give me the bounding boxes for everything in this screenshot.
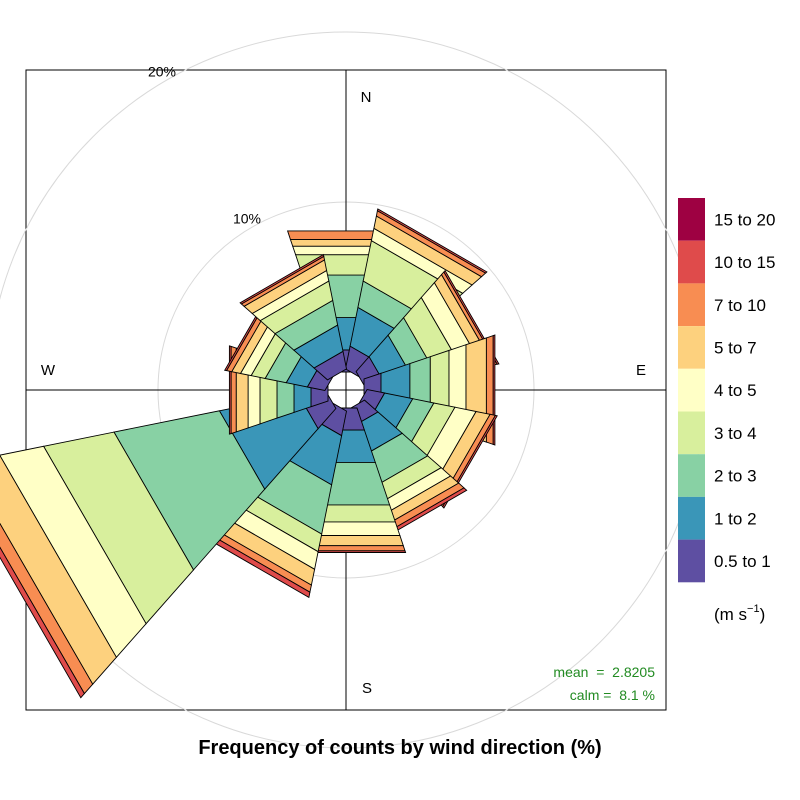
legend-swatch-4 <box>678 368 705 412</box>
legend-swatch-6 <box>678 283 705 327</box>
legend-label-4: 4 to 5 <box>714 381 757 400</box>
legend-label-3: 3 to 4 <box>714 424 757 443</box>
petal-segment-240-7 <box>0 546 85 699</box>
petal-segment-240-4 <box>0 445 147 659</box>
petal-segment-30-7 <box>376 208 488 274</box>
compass-label-s: S <box>362 680 372 697</box>
legend-swatch-0 <box>678 539 705 583</box>
petals <box>0 208 500 699</box>
compass-label-bg-n <box>356 87 376 105</box>
petal-segment-330-7 <box>239 253 325 305</box>
legend-swatch-3 <box>678 411 705 455</box>
ring-label-1: 20% <box>148 63 176 79</box>
compass-label-bg-s <box>356 678 376 696</box>
petal-240deg <box>0 388 337 699</box>
mean-stat: mean = 2.8205 <box>553 664 655 680</box>
petal-330deg <box>239 253 348 381</box>
ring-label-0: 10% <box>233 211 261 227</box>
legend-unit: (m s−1) <box>714 603 765 624</box>
compass-label-bg-w <box>36 360 60 378</box>
compass-label-n: N <box>361 89 372 106</box>
compass-label-bg-e <box>630 360 650 378</box>
legend-swatch-2 <box>678 454 705 497</box>
petal-segment-90-7 <box>492 334 496 446</box>
calm-stat: calm = 8.1 % <box>570 687 655 703</box>
legend-label-8: 15 to 20 <box>714 210 775 229</box>
legend-label-7: 10 to 15 <box>714 253 775 272</box>
legend-swatch-5 <box>678 326 705 369</box>
ring-labels: 10% 20% <box>148 63 261 226</box>
legend-label-0: 0.5 to 1 <box>714 552 771 571</box>
compass-label-w: W <box>41 362 56 379</box>
compass-axes <box>26 70 666 710</box>
legend-label-5: 5 to 7 <box>714 338 757 357</box>
compass-label-e: E <box>636 362 646 379</box>
petal-segment-240-6 <box>0 522 94 695</box>
legend-swatch-1 <box>678 496 705 540</box>
legend-label-6: 7 to 10 <box>714 296 766 315</box>
legend-label-2: 2 to 3 <box>714 467 757 486</box>
legend-label-1: 1 to 2 <box>714 509 757 528</box>
legend-swatch-7 <box>678 240 705 284</box>
petal-segment-240-5 <box>0 454 117 685</box>
chart-title: Frequency of counts by wind direction (%… <box>198 737 601 759</box>
legend-swatch-8 <box>678 198 705 241</box>
speed-legend: 15 to 20 10 to 15 7 to 10 5 to 7 4 to 5 3 to … <box>678 198 775 583</box>
